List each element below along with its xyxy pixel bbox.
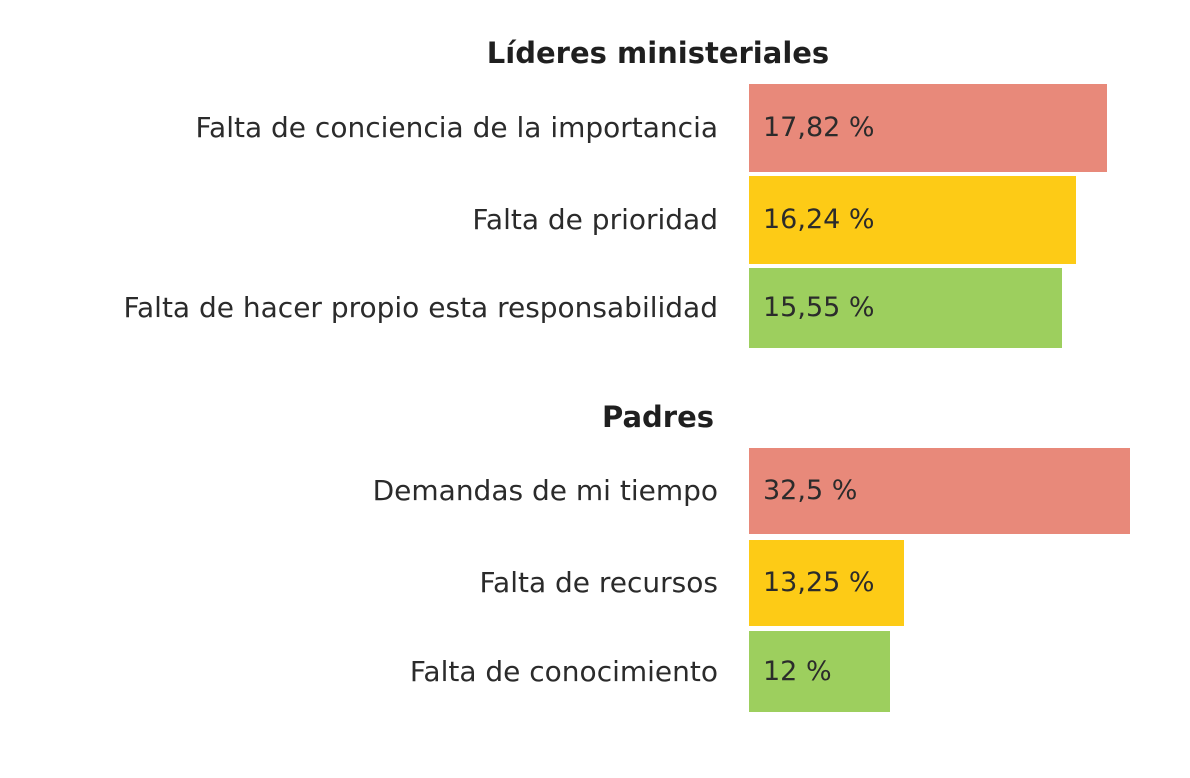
category-label: Falta de conocimiento bbox=[409, 654, 718, 688]
bar bbox=[749, 176, 1076, 264]
group-title-lideres: Líderes ministeriales bbox=[486, 36, 830, 70]
category-label: Falta de conciencia de la importancia bbox=[195, 111, 718, 144]
bar-value-label: 12 % bbox=[763, 655, 832, 687]
category-label: Falta de hacer propio esta responsabilid… bbox=[123, 291, 718, 324]
bar-value-label: 17,82 % bbox=[763, 112, 875, 143]
group-title-padres: Padres bbox=[601, 400, 715, 434]
bar bbox=[749, 540, 904, 626]
bar bbox=[749, 268, 1062, 348]
bar-value-label: 13,25 % bbox=[763, 567, 875, 598]
bar bbox=[749, 631, 890, 712]
bar bbox=[749, 84, 1107, 172]
bar-value-label: 15,55 % bbox=[763, 292, 875, 323]
bar bbox=[749, 448, 1130, 534]
bar-value-label: 16,24 % bbox=[763, 204, 875, 235]
category-label: Falta de recursos bbox=[479, 566, 719, 599]
category-label: Falta de prioridad bbox=[472, 203, 718, 236]
category-label: Demandas de mi tiempo bbox=[372, 474, 718, 507]
bar-value-label: 32,5 % bbox=[763, 475, 858, 506]
